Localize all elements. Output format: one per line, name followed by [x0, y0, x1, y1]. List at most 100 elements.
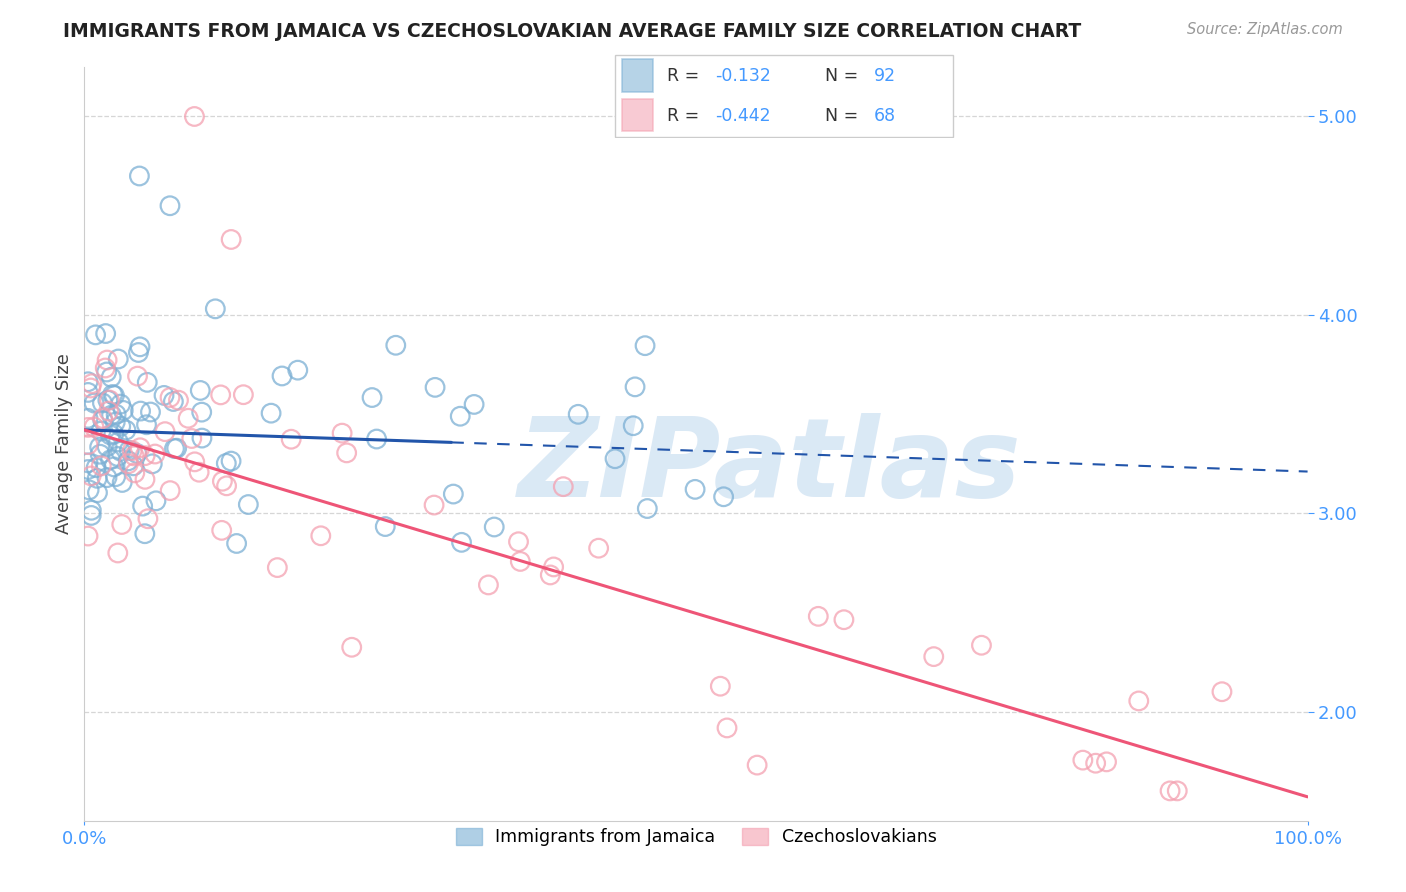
Point — [80, 508, 103, 523]
Point — [716, 721, 738, 735]
Point — [603, 451, 626, 466]
Point — [1211, 684, 1233, 698]
Point — [91, 413, 114, 427]
Point — [340, 640, 363, 655]
Point — [107, 434, 129, 449]
Point — [104, 415, 127, 429]
Point — [129, 441, 152, 455]
Point — [1159, 784, 1181, 798]
Point — [112, 403, 135, 417]
Point — [1071, 753, 1094, 767]
Point — [143, 447, 166, 461]
Point — [477, 578, 499, 592]
Point — [77, 462, 100, 476]
FancyBboxPatch shape — [614, 55, 953, 136]
Point — [118, 443, 141, 458]
Point — [211, 524, 233, 538]
Point — [96, 353, 118, 368]
Point — [449, 409, 471, 424]
Point — [188, 384, 211, 398]
Point — [98, 392, 121, 407]
Point — [131, 499, 153, 513]
Point — [101, 387, 124, 401]
Point — [280, 432, 302, 446]
Point — [134, 472, 156, 486]
Point — [209, 388, 232, 402]
Point — [122, 458, 145, 473]
Point — [215, 479, 238, 493]
Point — [621, 418, 644, 433]
Point — [77, 437, 100, 451]
Point — [922, 649, 945, 664]
Point — [219, 454, 242, 468]
Point — [159, 199, 181, 213]
Point — [77, 411, 100, 425]
Point — [538, 568, 561, 582]
Point — [94, 326, 117, 341]
Point — [423, 498, 446, 512]
Y-axis label: Average Family Size: Average Family Size — [55, 353, 73, 534]
Point — [543, 560, 565, 574]
Point — [80, 503, 103, 517]
Point — [117, 454, 139, 468]
Point — [135, 417, 157, 432]
Point — [330, 426, 353, 441]
Text: ZIPatlas: ZIPatlas — [517, 413, 1021, 520]
Point — [121, 443, 143, 458]
Point — [709, 679, 731, 693]
Point — [336, 446, 359, 460]
Point — [77, 483, 100, 497]
Point — [97, 404, 120, 418]
Point — [159, 391, 181, 405]
Point — [125, 446, 148, 460]
Point — [384, 338, 406, 352]
Point — [100, 370, 122, 384]
Point — [832, 613, 855, 627]
Point — [136, 376, 159, 390]
Point — [807, 609, 830, 624]
Point — [107, 546, 129, 560]
Point — [96, 440, 118, 454]
Point — [100, 452, 122, 467]
Point — [153, 388, 176, 402]
Point — [1166, 784, 1188, 798]
Point — [97, 393, 120, 408]
Point — [177, 411, 200, 425]
Point — [110, 397, 132, 411]
Point — [115, 423, 138, 437]
Point — [463, 397, 485, 411]
Point — [260, 406, 283, 420]
Point — [484, 520, 506, 534]
Point — [84, 460, 107, 475]
Point — [139, 405, 162, 419]
Point — [225, 536, 247, 550]
Point — [188, 465, 211, 479]
Point — [1095, 755, 1118, 769]
Text: 92: 92 — [873, 68, 896, 86]
Point — [96, 365, 118, 379]
Point — [219, 232, 242, 246]
Text: N =: N = — [825, 107, 863, 125]
Point — [309, 529, 332, 543]
Point — [190, 405, 212, 419]
Point — [117, 457, 139, 471]
Point — [129, 340, 152, 354]
Point — [683, 483, 706, 497]
Point — [80, 381, 103, 395]
Point — [91, 396, 114, 410]
Point — [204, 301, 226, 316]
Point — [111, 475, 134, 490]
Point — [94, 361, 117, 376]
Point — [127, 345, 149, 359]
Point — [90, 424, 112, 438]
Text: -0.442: -0.442 — [716, 107, 770, 125]
Point — [191, 431, 214, 445]
Point — [110, 419, 132, 434]
Point — [588, 541, 610, 556]
Point — [374, 519, 396, 533]
Point — [183, 110, 205, 124]
Point — [287, 363, 309, 377]
Point — [84, 327, 107, 342]
Text: Source: ZipAtlas.com: Source: ZipAtlas.com — [1187, 22, 1343, 37]
Point — [107, 351, 129, 366]
